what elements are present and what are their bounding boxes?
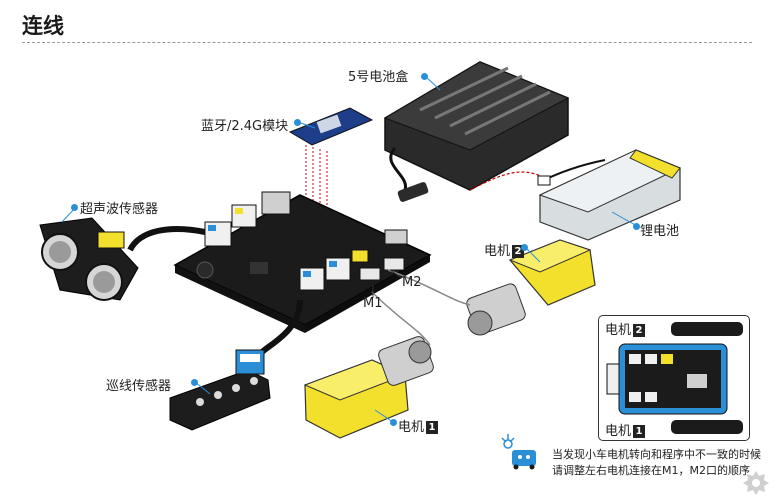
inset-motor-1-text: 电机: [605, 424, 632, 439]
tip-line-2: 请调整左右电机连接在M1，M2口的顺序: [552, 464, 750, 477]
label-line-sensor: 巡线传感器: [106, 379, 172, 394]
inset-motor-1-number: 1: [633, 425, 646, 438]
inset-label-motor-2: 电机 2: [605, 319, 646, 338]
port-m2-label: M2: [402, 275, 422, 290]
page-title: 连线: [22, 14, 64, 38]
label-ultrasonic: 超声波传感器: [80, 202, 159, 217]
tip-line-1: 当发现小车电机转向和程序中不一致的时候: [552, 448, 761, 461]
inset-top-view: 电机 2 电机 1: [598, 315, 750, 441]
motor-1-number: 1: [426, 421, 439, 434]
leader-dot: [421, 73, 428, 80]
motor-2-text: 电机: [484, 244, 511, 259]
leader-dot: [390, 419, 397, 426]
battery-box: [383, 61, 570, 202]
bluetooth-module: [288, 107, 374, 216]
leader-dot: [71, 204, 78, 211]
label-lithium: 锂电池: [640, 224, 680, 239]
label-bluetooth: 蓝牙/2.4G模块: [201, 119, 289, 134]
motor-1: [303, 291, 434, 439]
motor-1-text: 电机: [398, 420, 425, 435]
tip-robot-icon: [501, 434, 536, 470]
port-m1-label: M1: [363, 296, 383, 311]
inset-motor-2-number: 2: [633, 324, 646, 337]
tip-note: 当发现小车电机转向和程序中不一致的时候 请调整左右电机连接在M1，M2口的顺序: [552, 447, 761, 479]
title-divider: [22, 42, 752, 43]
main-board: [173, 191, 432, 333]
line-follower-sensor: [169, 299, 303, 431]
leader-dot: [294, 119, 301, 126]
gear-logo-icon: [743, 471, 769, 495]
leader-dot: [633, 223, 640, 230]
label-battery-box: 5号电池盒: [348, 70, 409, 85]
inset-label-motor-1: 电机 1: [605, 420, 646, 439]
inset-motor-2-text: 电机: [605, 323, 632, 338]
lithium-battery: [537, 149, 682, 241]
label-motor-2: 电机 2: [484, 240, 525, 259]
leader-dot: [191, 379, 198, 386]
leader-dot: [521, 244, 528, 251]
label-motor-1: 电机 1: [398, 416, 439, 435]
ultrasonic-sensor: [39, 217, 206, 301]
motor-2: [387, 239, 596, 336]
robot-top-view: [606, 322, 743, 434]
